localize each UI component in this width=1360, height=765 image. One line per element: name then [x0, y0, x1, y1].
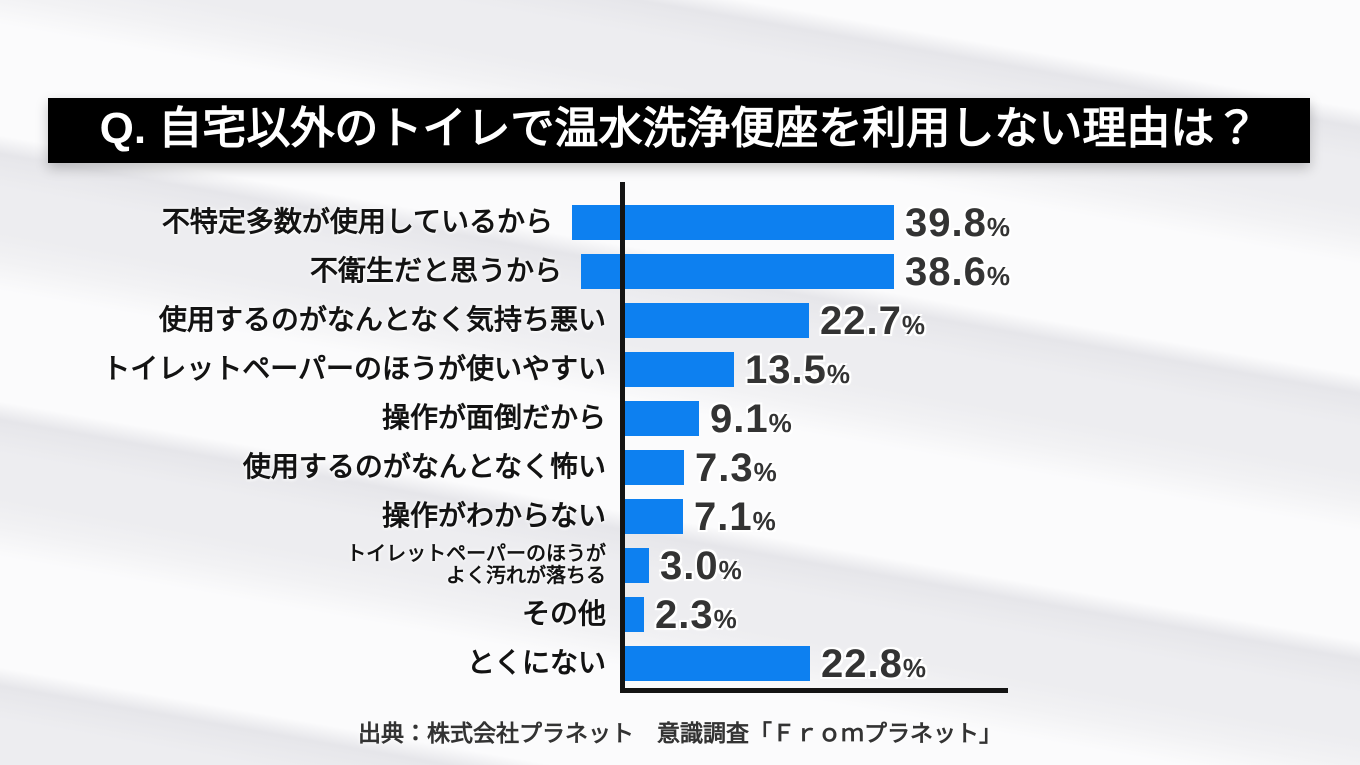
- bar-cell: 22.8%: [620, 639, 1010, 688]
- category-label: 操作が面倒だから: [381, 402, 606, 434]
- percent-sign: %: [718, 554, 742, 585]
- category-label: 使用するのがなんとなく気持ち悪い: [158, 304, 606, 336]
- bar-cell: 39.8%: [567, 198, 1010, 247]
- value-number: 39.8: [905, 200, 987, 245]
- bar-cell: 22.7%: [620, 296, 1010, 345]
- bar-cell: 2.3%: [620, 590, 1010, 639]
- bar: [625, 401, 699, 436]
- value-number: 9.1: [710, 396, 769, 441]
- chart-row: 使用するのがなんとなく気持ち悪い 22.7%: [50, 296, 1010, 345]
- category-label: トイレットペーパーのほうが よく汚れが落ちる: [346, 542, 606, 587]
- value-label: 39.8%: [905, 203, 1010, 243]
- bar-cell: 7.3%: [620, 443, 1010, 492]
- percent-sign: %: [753, 456, 777, 487]
- bar: [625, 450, 684, 485]
- bar-cell: 7.1%: [620, 492, 1010, 541]
- chart-row: 操作が面倒だから 9.1%: [50, 394, 1010, 443]
- chart-row: 操作がわからない 7.1%: [50, 492, 1010, 541]
- value-label: 9.1%: [710, 399, 792, 439]
- category-label: とくにない: [466, 647, 606, 679]
- percent-sign: %: [752, 505, 776, 536]
- chart-row: その他 2.3%: [50, 590, 1010, 639]
- value-number: 7.1: [694, 494, 753, 539]
- x-axis-line: [620, 688, 1008, 693]
- percent-sign: %: [826, 358, 850, 389]
- bar: [625, 646, 810, 681]
- bar: [625, 597, 644, 632]
- category-label: 操作がわからない: [381, 500, 606, 532]
- chart-row: 不衛生だと思うから 38.6%: [50, 247, 1010, 296]
- page-title: Q. 自宅以外のトイレで温水洗浄便座を利用しない理由は？: [99, 103, 1259, 153]
- value-label: 3.0%: [660, 546, 742, 586]
- percent-sign: %: [768, 407, 792, 438]
- bar-cell: 38.6%: [576, 247, 1010, 296]
- value-label: 22.7%: [820, 301, 925, 341]
- value-number: 3.0: [660, 543, 719, 588]
- value-label: 7.1%: [694, 497, 776, 537]
- y-axis-line: [620, 182, 625, 693]
- bar-cell: 9.1%: [620, 394, 1010, 443]
- question-title-bar: Q. 自宅以外のトイレで温水洗浄便座を利用しない理由は？: [48, 98, 1310, 163]
- category-label: その他: [521, 598, 606, 630]
- value-number: 38.6: [905, 249, 987, 294]
- category-label: 不衛生だと思うから: [310, 255, 563, 287]
- bar-chart-rows: 不特定多数が使用しているから 39.8% 不衛生だと思うから 38.6% 使用するのがな…: [50, 182, 1010, 688]
- chart-row: トイレットペーパーのほうが使いやすい 13.5%: [50, 345, 1010, 394]
- bar-cell: 13.5%: [620, 345, 1010, 394]
- category-label: 不特定多数が使用しているから: [161, 206, 554, 238]
- bar-cell: 3.0%: [620, 541, 1010, 590]
- value-number: 22.7: [820, 298, 902, 343]
- bar: [581, 254, 895, 289]
- chart-row: とくにない 22.8%: [50, 639, 1010, 688]
- percent-sign: %: [986, 211, 1010, 242]
- value-label: 13.5%: [745, 350, 850, 390]
- value-label: 2.3%: [655, 595, 737, 635]
- value-label: 22.8%: [821, 644, 926, 684]
- value-number: 13.5: [745, 347, 827, 392]
- value-label: 7.3%: [695, 448, 777, 488]
- bar: [625, 352, 734, 387]
- bar: [625, 499, 683, 534]
- value-number: 2.3: [655, 592, 714, 637]
- bar: [625, 303, 809, 338]
- bar: [625, 548, 649, 583]
- category-label: トイレットペーパーのほうが使いやすい: [102, 353, 606, 385]
- value-number: 7.3: [695, 445, 754, 490]
- bar: [572, 205, 895, 240]
- percent-sign: %: [986, 260, 1010, 291]
- chart-row: トイレットペーパーのほうが よく汚れが落ちる 3.0%: [50, 541, 1010, 590]
- value-label: 38.6%: [905, 252, 1010, 292]
- percent-sign: %: [713, 603, 737, 634]
- chart-row: 不特定多数が使用しているから 39.8%: [50, 198, 1010, 247]
- value-number: 22.8: [821, 641, 903, 686]
- percent-sign: %: [901, 309, 925, 340]
- chart-row: 使用するのがなんとなく怖い 7.3%: [50, 443, 1010, 492]
- source-note: 出典：株式会社プラネット 意識調査「Ｆｒｏｍプラネット」: [358, 720, 1002, 746]
- category-label: 使用するのがなんとなく怖い: [242, 451, 606, 483]
- percent-sign: %: [902, 652, 926, 683]
